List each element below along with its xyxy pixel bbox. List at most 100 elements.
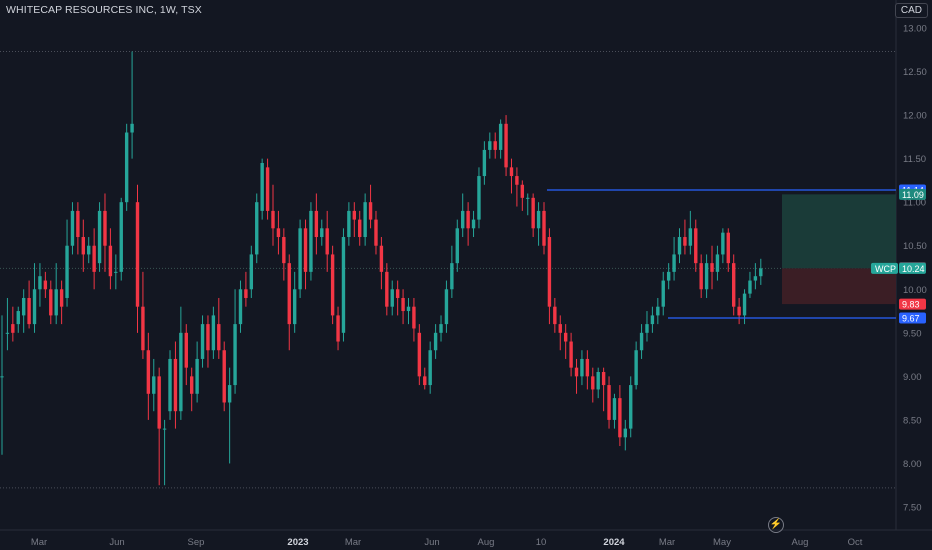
candle-body [168,358,172,412]
y-tick-label: 10.50 [903,241,927,252]
candle-body [65,245,69,298]
candle-body [748,280,752,294]
tradingview-logo-icon[interactable]: ⚡ [768,517,784,533]
candle-body [742,293,747,316]
candle-body [677,237,682,255]
candle-body [726,232,730,264]
candle-body [650,315,655,325]
candle-body [249,254,254,290]
candle-body [130,123,134,133]
candle-body [601,372,606,386]
y-tick-label: 11.00 [903,198,926,209]
candle-body [574,367,579,377]
y-tick-label: 8.00 [903,459,922,470]
y-tick-label: 9.50 [903,328,922,339]
candle-body [238,289,243,325]
candle-body [634,350,638,386]
candle-body [417,332,422,377]
candle-body [580,358,584,377]
candle-body [358,219,362,238]
candle-body [618,398,622,438]
candle-body [412,306,416,329]
candle-body [526,197,530,199]
candle-body [515,176,519,185]
candle-body [330,254,335,316]
candle-body [5,332,10,334]
candle-body [423,376,427,386]
candle-body [157,376,161,429]
candle-body [444,289,449,325]
candle-body [753,276,758,281]
candle-body [32,289,37,325]
price-label-text: 9.83 [902,300,920,310]
price-label-box [899,312,926,324]
candle-body [141,306,145,351]
candle-body [629,385,633,429]
candle-body [276,228,281,238]
candle-body [688,228,693,246]
candle-body [303,228,308,272]
candle-body [672,254,676,272]
y-tick-label: 13.00 [903,24,927,35]
candle-body [504,123,508,168]
candle-body [314,210,319,238]
candle-body [406,306,411,312]
candle-body [461,210,465,229]
candle-body [704,263,709,290]
candle-body [124,132,129,203]
candle-body [179,332,183,412]
candle-body [471,219,476,229]
candle-body [152,376,156,394]
candle-body [558,324,562,333]
candle-body [347,210,351,238]
candle-body [271,210,275,229]
y-tick-label: 8.50 [903,415,922,426]
candle-body [390,289,394,307]
candle-body [320,228,324,238]
candle-body [385,271,389,307]
x-tick-label: Sep [188,537,205,548]
candle-body [645,324,649,333]
candle-body [547,237,552,307]
price-label-text: 10.24 [902,264,925,274]
x-tick-label: Aug [792,537,809,548]
candle-body [732,263,736,307]
x-tick-label: May [713,537,731,548]
candle-body [70,210,75,246]
candle-body [11,324,15,333]
y-tick-label: 9.00 [903,372,922,383]
candle-body [433,332,438,351]
y-tick-label: 12.00 [903,111,927,122]
currency-badge[interactable]: CAD [894,3,928,18]
candle-body [498,123,503,150]
candle-body [162,428,167,430]
candle-body [710,263,714,272]
candle-body [591,376,595,390]
candle-body [16,311,20,325]
candle-body [217,324,221,351]
candle-body [477,176,481,220]
y-tick-label: 11.50 [903,154,926,165]
candle-body [298,228,302,290]
candle-body [439,324,443,333]
candle-body [292,289,297,325]
ticker-label-box [871,262,898,274]
y-tick-label: 10.00 [903,285,927,296]
candle-body [569,341,573,368]
candle-body [661,280,665,307]
x-tick-label: 2024 [603,537,625,548]
candle-body [450,263,454,290]
price-label-text: 11.09 [902,190,924,200]
candle-body [54,289,58,316]
x-tick-label: 10 [536,537,547,548]
candle-body [585,358,590,377]
candle-body [395,289,400,298]
candle-body [309,210,313,272]
candle-body [119,202,123,272]
price-label-box [899,298,926,310]
candle-body [607,385,611,420]
candle-body [493,141,497,150]
candle-body [374,219,378,246]
candle-body [737,306,741,316]
